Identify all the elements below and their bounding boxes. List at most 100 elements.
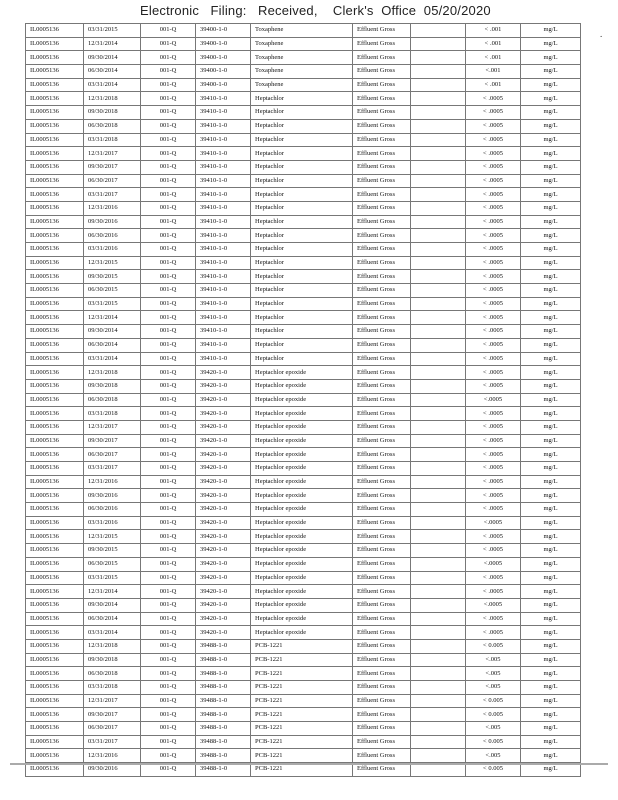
location-cell: Effluent Gross: [352, 36, 411, 52]
parameter-name-cell: Heptachlor epoxide: [250, 556, 353, 572]
period-end-date-cell: 09/30/2018: [83, 378, 141, 394]
parameter-code-cell: 39420-1-0: [195, 488, 251, 504]
blank-cell: [410, 378, 466, 394]
parameter-code-cell: 39488-1-0: [195, 693, 251, 709]
outfall-cell: 001-Q: [140, 584, 196, 599]
outfall-cell: 001-Q: [140, 666, 196, 681]
unit-cell: mg/L: [520, 296, 581, 312]
parameter-code-cell: 39410-1-0: [195, 105, 251, 120]
table-row: IL0005136 06/30/2018 001-Q 39420-1-0 Heptach…: [25, 392, 581, 408]
value-cell: <.0005: [465, 392, 521, 408]
outfall-cell: 001-Q: [140, 77, 196, 93]
table-row: IL0005136 03/31/2018 001-Q 39410-1-0 Heptach…: [25, 132, 581, 148]
parameter-code-cell: 39400-1-0: [195, 50, 251, 66]
blank-cell: [410, 132, 466, 148]
permit-id-cell: IL0005136: [25, 584, 84, 599]
unit-cell: mg/L: [520, 173, 581, 189]
blank-cell: [410, 146, 466, 161]
blank-cell: [410, 324, 466, 339]
permit-id-cell: IL0005136: [25, 310, 84, 326]
value-cell: < 0.005: [465, 707, 521, 723]
table-row: IL0005136 12/31/2014 001-Q 39420-1-0 Heptach…: [25, 584, 581, 599]
location-cell: Effluent Gross: [352, 556, 411, 572]
unit-cell: mg/L: [520, 91, 581, 107]
parameter-name-cell: PCB-1221: [250, 680, 353, 695]
parameter-name-cell: Heptachlor: [250, 228, 353, 243]
value-cell: < 0.005: [465, 638, 521, 654]
permit-id-cell: IL0005136: [25, 734, 84, 750]
blank-cell: [410, 296, 466, 312]
unit-cell: mg/L: [520, 570, 581, 586]
table-row: IL0005136 06/30/2017 001-Q 39420-1-0 Heptach…: [25, 447, 581, 462]
blank-cell: [410, 433, 466, 449]
blank-cell: [410, 748, 466, 764]
table-row: IL0005136 06/30/2014 001-Q 39410-1-0 Heptach…: [25, 337, 581, 353]
period-end-date-cell: 06/30/2014: [83, 64, 141, 79]
location-cell: Effluent Gross: [352, 543, 411, 558]
outfall-cell: 001-Q: [140, 515, 196, 531]
table-row: IL0005136 06/30/2014 001-Q 39420-1-0 Heptach…: [25, 611, 581, 627]
parameter-code-cell: 39400-1-0: [195, 23, 251, 38]
location-cell: Effluent Gross: [352, 419, 411, 435]
value-cell: < .0005: [465, 118, 521, 134]
unit-cell: mg/L: [520, 310, 581, 326]
period-end-date-cell: 09/30/2014: [83, 597, 141, 613]
parameter-code-cell: 39410-1-0: [195, 296, 251, 312]
blank-cell: [410, 269, 466, 285]
outfall-cell: 001-Q: [140, 269, 196, 285]
unit-cell: mg/L: [520, 392, 581, 408]
parameter-name-cell: Heptachlor: [250, 324, 353, 339]
blank-cell: [410, 556, 466, 572]
unit-cell: mg/L: [520, 447, 581, 462]
period-end-date-cell: 06/30/2015: [83, 556, 141, 572]
blank-cell: [410, 584, 466, 599]
parameter-code-cell: 39488-1-0: [195, 734, 251, 750]
unit-cell: mg/L: [520, 748, 581, 764]
period-end-date-cell: 03/31/2018: [83, 406, 141, 421]
period-end-date-cell: 12/31/2018: [83, 638, 141, 654]
parameter-code-cell: 39420-1-0: [195, 502, 251, 517]
table-row: IL0005136 09/30/2015 001-Q 39410-1-0 Heptach…: [25, 269, 581, 285]
location-cell: Effluent Gross: [352, 173, 411, 189]
outfall-cell: 001-Q: [140, 200, 196, 216]
parameter-name-cell: Heptachlor epoxide: [250, 625, 353, 640]
blank-cell: [410, 721, 466, 736]
table-row: IL0005136 12/31/2018 001-Q 39488-1-0 PCB-122…: [25, 638, 581, 654]
outfall-cell: 001-Q: [140, 748, 196, 764]
permit-id-cell: IL0005136: [25, 652, 84, 668]
parameter-code-cell: 39488-1-0: [195, 748, 251, 764]
unit-cell: mg/L: [520, 228, 581, 243]
value-cell: < .0005: [465, 159, 521, 175]
period-end-date-cell: 12/31/2014: [83, 36, 141, 52]
parameter-code-cell: 39410-1-0: [195, 228, 251, 243]
location-cell: Effluent Gross: [352, 310, 411, 326]
parameter-code-cell: 39410-1-0: [195, 118, 251, 134]
parameter-code-cell: 39420-1-0: [195, 365, 251, 380]
blank-cell: [410, 680, 466, 695]
location-cell: Effluent Gross: [352, 200, 411, 216]
location-cell: Effluent Gross: [352, 638, 411, 654]
outfall-cell: 001-Q: [140, 392, 196, 408]
parameter-name-cell: Heptachlor epoxide: [250, 378, 353, 394]
period-end-date-cell: 06/30/2018: [83, 392, 141, 408]
outfall-cell: 001-Q: [140, 105, 196, 120]
parameter-code-cell: 39410-1-0: [195, 132, 251, 148]
period-end-date-cell: 12/31/2015: [83, 255, 141, 271]
period-end-date-cell: 09/30/2016: [83, 488, 141, 504]
parameter-code-cell: 39420-1-0: [195, 584, 251, 599]
location-cell: Effluent Gross: [352, 228, 411, 243]
period-end-date-cell: 03/31/2015: [83, 570, 141, 586]
location-cell: Effluent Gross: [352, 351, 411, 367]
period-end-date-cell: 12/31/2018: [83, 365, 141, 380]
table-row: IL0005136 03/31/2015 001-Q 39420-1-0 Heptach…: [25, 570, 581, 586]
parameter-code-cell: 39420-1-0: [195, 597, 251, 613]
parameter-code-cell: 39410-1-0: [195, 200, 251, 216]
blank-cell: [410, 638, 466, 654]
period-end-date-cell: 12/31/2017: [83, 146, 141, 161]
unit-cell: mg/L: [520, 64, 581, 79]
parameter-code-cell: 39410-1-0: [195, 242, 251, 257]
outfall-cell: 001-Q: [140, 597, 196, 613]
period-end-date-cell: 03/31/2014: [83, 625, 141, 640]
permit-id-cell: IL0005136: [25, 666, 84, 681]
location-cell: Effluent Gross: [352, 721, 411, 736]
